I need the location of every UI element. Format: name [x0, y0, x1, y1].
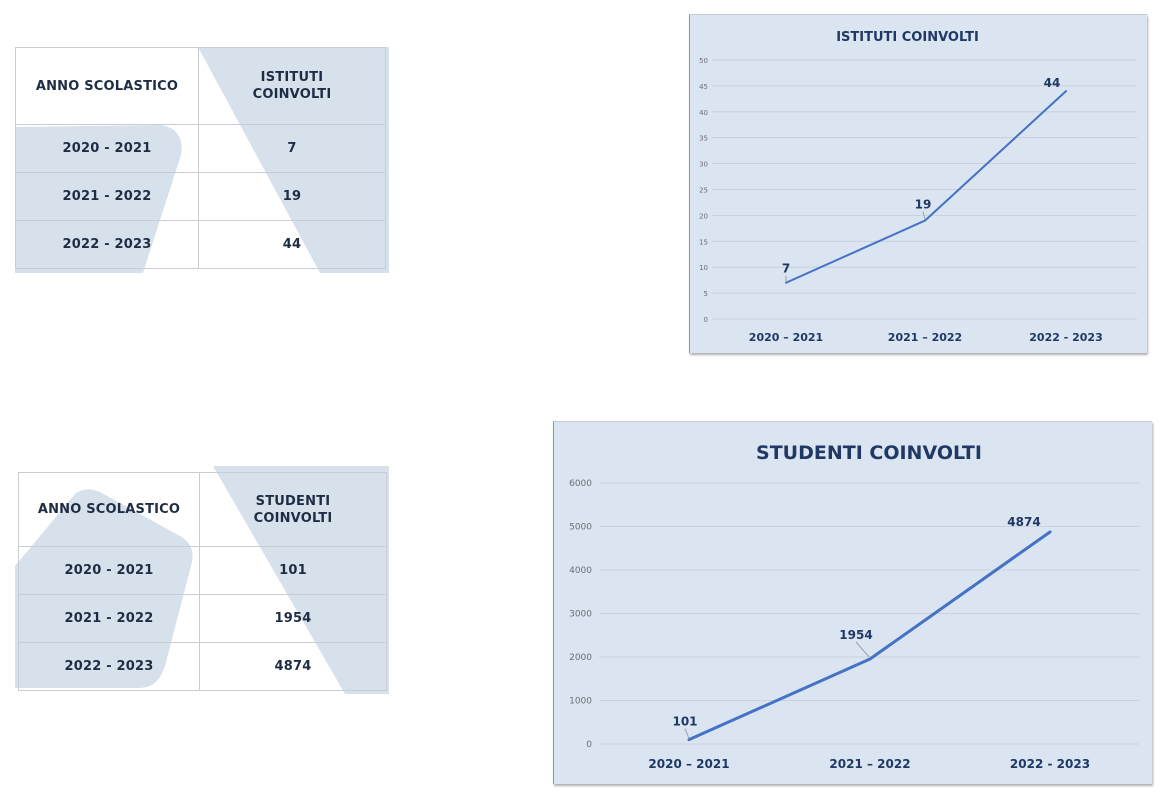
x-tick-label: 2022 - 2023 — [1029, 331, 1102, 344]
table-row: 2021 - 2022 1954 — [18, 594, 387, 643]
data-label: 4874 — [1007, 515, 1040, 529]
series-line — [785, 90, 1067, 284]
year-cell: 2020 - 2021 — [15, 124, 199, 173]
table-row: 2022 - 2023 44 — [15, 220, 386, 269]
table-istituti: ANNO SCOLASTICO ISTITUTI COINVOLTI 2020 … — [15, 47, 389, 273]
y-tick-label: 4000 — [569, 566, 592, 576]
y-tick-label: 5000 — [569, 523, 592, 533]
header-cell: ANNO SCOLASTICO — [15, 47, 199, 125]
data-label: 19 — [915, 198, 932, 212]
y-tick-label: 2000 — [569, 653, 592, 663]
year-cell: 2021 - 2022 — [18, 594, 200, 643]
value-cell: 1954 — [199, 594, 387, 643]
chart-istituti-svg: ISTITUTI COINVOLTI 0 5 10 15 20 25 30 35 40 45 50 20… — [699, 30, 1137, 344]
y-tick-label: 40 — [699, 109, 708, 117]
y-tick-label: 3000 — [569, 610, 592, 620]
value-cell: 101 — [199, 546, 387, 595]
table-row: 2021 - 2022 19 — [15, 172, 386, 221]
header-cell: STUDENTI COINVOLTI — [199, 472, 387, 547]
leader-line — [684, 728, 690, 739]
data-label: 1954 — [839, 628, 872, 642]
data-label: 101 — [672, 715, 697, 729]
y-tick-label: 15 — [699, 238, 708, 246]
y-tick-label: 6000 — [569, 479, 592, 489]
x-tick-label: 2021 – 2022 — [888, 331, 962, 344]
chart-studenti-svg: STUDENTI COINVOLTI 0 1000 2000 3000 4000 5000 6… — [569, 442, 1139, 771]
x-tick-label: 2020 – 2021 — [648, 757, 729, 771]
y-tick-label: 0 — [704, 316, 708, 324]
y-tick-label: 10 — [699, 264, 708, 272]
value-cell: 7 — [198, 124, 386, 173]
table-header-row: ANNO SCOLASTICO STUDENTI COINVOLTI — [18, 472, 387, 547]
chart-istituti: ISTITUTI COINVOLTI 0 5 10 15 20 25 30 35 40 45 50 20… — [689, 14, 1147, 353]
y-tick-label: 5 — [704, 290, 708, 298]
y-tick-label: 0 — [586, 740, 592, 750]
y-tick-label: 25 — [699, 187, 708, 195]
year-cell: 2022 - 2023 — [15, 220, 199, 269]
y-tick-label: 20 — [699, 212, 708, 220]
table-studenti: ANNO SCOLASTICO STUDENTI COINVOLTI 2020 … — [15, 466, 389, 694]
leader-line — [922, 211, 926, 220]
table-row: 2022 - 2023 4874 — [18, 642, 387, 691]
year-cell: 2020 - 2021 — [18, 546, 200, 595]
value-cell: 19 — [198, 172, 386, 221]
chart-title: STUDENTI COINVOLTI — [756, 442, 982, 464]
data-label: 7 — [782, 262, 790, 276]
table-row: 2020 - 2021 101 — [18, 546, 387, 595]
value-cell: 4874 — [199, 642, 387, 691]
table-row: 2020 - 2021 7 — [15, 124, 386, 173]
year-cell: 2021 - 2022 — [15, 172, 199, 221]
y-tick-label: 30 — [699, 161, 708, 169]
value-cell: 44 — [198, 220, 386, 269]
year-cell: 2022 - 2023 — [18, 642, 200, 691]
x-tick-label: 2021 – 2022 — [829, 757, 910, 771]
data-label: 44 — [1044, 76, 1061, 90]
chart-studenti: STUDENTI COINVOLTI 0 1000 2000 3000 4000 5000 6… — [553, 421, 1152, 784]
data-table: ANNO SCOLASTICO STUDENTI COINVOLTI 2020 … — [18, 472, 387, 691]
leader-line — [855, 641, 871, 659]
header-cell: ISTITUTI COINVOLTI — [198, 47, 386, 125]
y-tick-label: 50 — [699, 57, 708, 65]
x-tick-label: 2020 – 2021 — [749, 331, 823, 344]
y-tick-label: 45 — [699, 83, 708, 91]
chart-title: ISTITUTI COINVOLTI — [836, 30, 979, 45]
data-table: ANNO SCOLASTICO ISTITUTI COINVOLTI 2020 … — [15, 47, 386, 269]
table-header-row: ANNO SCOLASTICO ISTITUTI COINVOLTI — [15, 47, 386, 125]
header-cell: ANNO SCOLASTICO — [18, 472, 200, 547]
y-tick-label: 1000 — [569, 697, 592, 707]
x-tick-label: 2022 - 2023 — [1010, 757, 1090, 771]
y-tick-label: 35 — [699, 135, 708, 143]
